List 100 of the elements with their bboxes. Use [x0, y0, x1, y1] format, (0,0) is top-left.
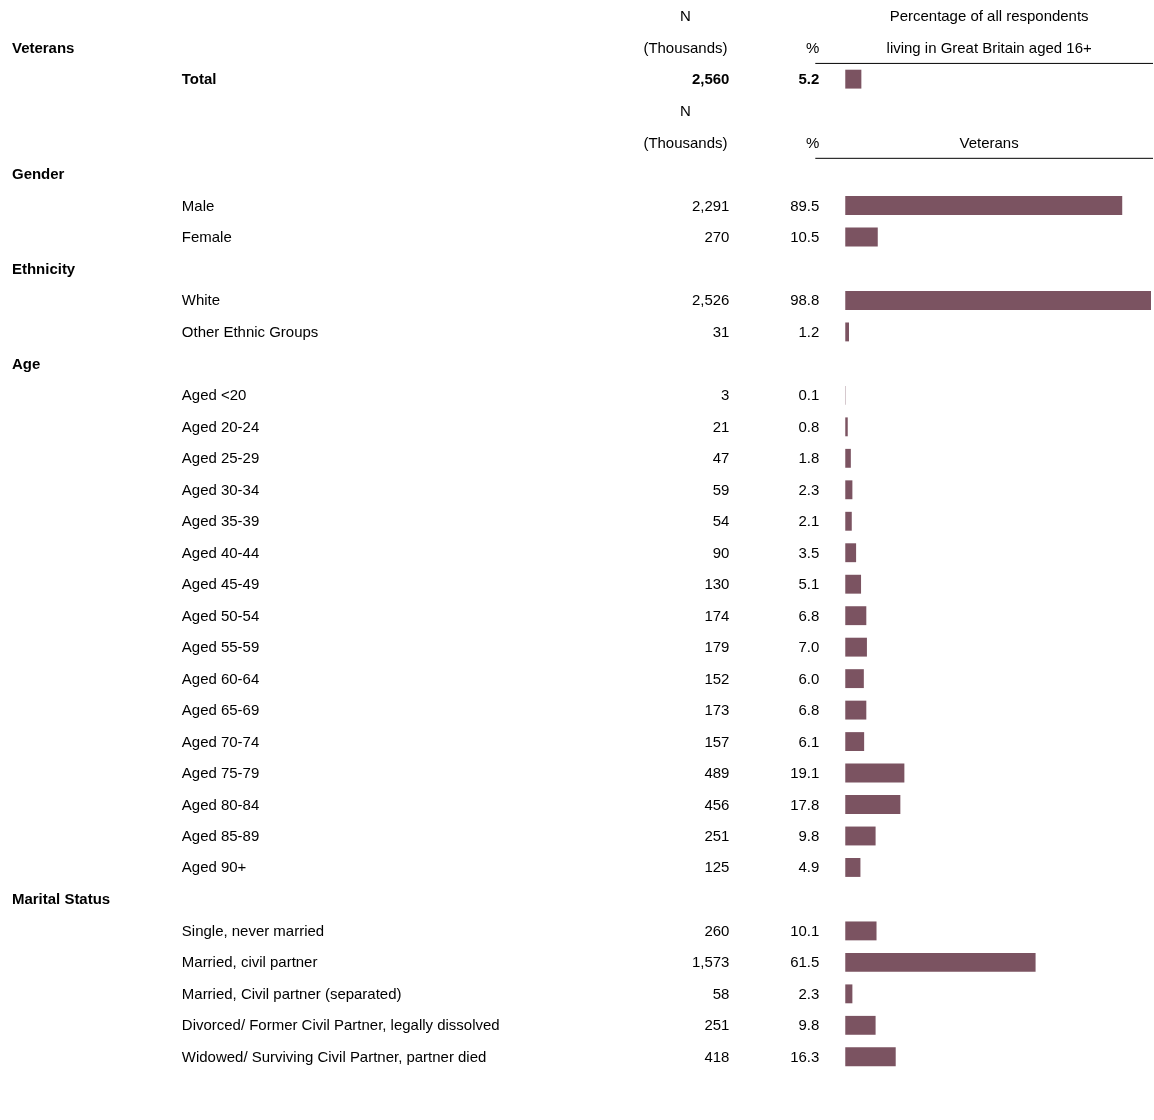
y-tick-label: Aged 40-44 [181, 543, 260, 561]
y-tick-label: Aged 55-59 [181, 638, 260, 656]
text: 31 [712, 322, 730, 340]
data-label: 89.5 [790, 196, 820, 214]
text: 489 [704, 764, 730, 782]
y-tick-label: Aged 80-84 [181, 795, 260, 813]
bar [845, 763, 905, 783]
text: 173 [704, 701, 730, 719]
bar [845, 480, 853, 500]
data-label: 2.1 [798, 512, 820, 530]
text: 251 [704, 1016, 730, 1034]
y-axis-title: Gender [11, 165, 65, 183]
text: 90 [712, 543, 730, 561]
bar [845, 543, 857, 563]
y-tick-label: Total [181, 70, 217, 88]
y-tick-label: Widowed/ Surviving Civil Partner, partner died [181, 1047, 487, 1065]
data-label: 17.8 [790, 795, 820, 813]
data-label: 5.2 [798, 70, 820, 88]
text: 130 [704, 575, 730, 593]
bar [845, 858, 861, 877]
text: 2,526 [691, 291, 730, 309]
y-tick-label: Aged 45-49 [181, 575, 260, 593]
data-label: 1.8 [798, 449, 820, 467]
y-tick-label: Other Ethnic Groups [181, 322, 319, 340]
bar [845, 1047, 896, 1067]
y-tick-label: Aged <20 [181, 386, 247, 404]
data-label: 0.1 [798, 386, 820, 404]
text: 456 [704, 795, 730, 813]
text: 179 [704, 638, 730, 656]
text: N (Thousands) [643, 102, 728, 151]
data-label: 10.5 [790, 228, 820, 246]
bar [845, 826, 876, 846]
bar [845, 952, 1036, 972]
y-axis-title: Ethnicity [11, 259, 76, 277]
bar [845, 1015, 876, 1035]
y-tick-label: Married, civil partner [181, 953, 318, 971]
y-tick-label: White [181, 291, 221, 309]
text: 47 [712, 449, 730, 467]
data-label: 6.8 [798, 701, 820, 719]
y-tick-label: Aged 20-24 [181, 417, 260, 435]
text: 2,560 [691, 70, 730, 88]
text: 58 [712, 984, 730, 1002]
text: 1,573 [691, 953, 730, 971]
y-tick-label: Aged 50-54 [181, 606, 260, 624]
data-label: 61.5 [790, 953, 820, 971]
text: 260 [704, 921, 730, 939]
bar [845, 669, 864, 689]
data-label: 6.0 [798, 669, 820, 687]
text: N (Thousands) [643, 7, 728, 56]
text: 21 [712, 417, 730, 435]
y-tick-label: Aged 65-69 [181, 701, 260, 719]
text: 157 [704, 732, 730, 750]
x-axis-title: Percentage of all respondents living in Great Britain aged 16+ [886, 7, 1092, 56]
x-axis-title: Veterans [959, 133, 1019, 151]
bar [845, 984, 853, 1004]
y-tick-label: Aged 75-79 [181, 764, 260, 782]
bar [845, 448, 851, 468]
data-label: 3.5 [798, 543, 820, 561]
bar [845, 732, 865, 752]
data-label: 6.8 [798, 606, 820, 624]
bar [845, 921, 877, 941]
text: 59 [712, 480, 730, 498]
bar [845, 511, 852, 531]
data-label: 9.8 [798, 1016, 820, 1034]
text: 174 [704, 606, 730, 624]
data-label: 16.3 [790, 1047, 820, 1065]
data-label: 0.8 [798, 417, 820, 435]
text: % [805, 133, 820, 151]
text: 3 [721, 386, 730, 404]
bar [845, 637, 867, 657]
y-tick-label: Aged 85-89 [181, 826, 260, 844]
y-tick-label: Married, Civil partner (separated) [181, 984, 402, 1002]
y-tick-label: Aged 70-74 [181, 732, 260, 750]
series-label: % [805, 38, 820, 56]
data-label: 98.8 [790, 291, 820, 309]
y-tick-label: Aged 25-29 [181, 449, 260, 467]
text: 270 [704, 228, 730, 246]
y-tick-label: Aged 30-34 [181, 480, 260, 498]
data-label: 5.1 [798, 575, 820, 593]
text: 418 [704, 1047, 730, 1065]
bar [845, 417, 848, 437]
y-tick-label: Female [181, 228, 232, 246]
data-label: 6.1 [798, 732, 820, 750]
text: 152 [704, 669, 730, 687]
y-tick-label: Single, never married [181, 921, 325, 939]
y-tick-label: Aged 90+ [181, 858, 247, 876]
data-label: 9.8 [798, 826, 820, 844]
bar [845, 700, 867, 720]
data-label: 2.3 [798, 480, 820, 498]
bar [845, 795, 901, 814]
text: 125 [704, 858, 730, 876]
y-tick-label: Divorced/ Former Civil Partner, legally dissolved [181, 1016, 500, 1034]
data-label: 19.1 [790, 764, 820, 782]
y-tick-label: Male [181, 196, 215, 214]
data-label: 4.9 [798, 858, 820, 876]
y-tick-label: Aged 60-64 [181, 669, 260, 687]
data-label: 7.0 [798, 638, 820, 656]
bar [845, 606, 867, 626]
text: 2,291 [691, 196, 730, 214]
data-label: 10.1 [790, 921, 820, 939]
